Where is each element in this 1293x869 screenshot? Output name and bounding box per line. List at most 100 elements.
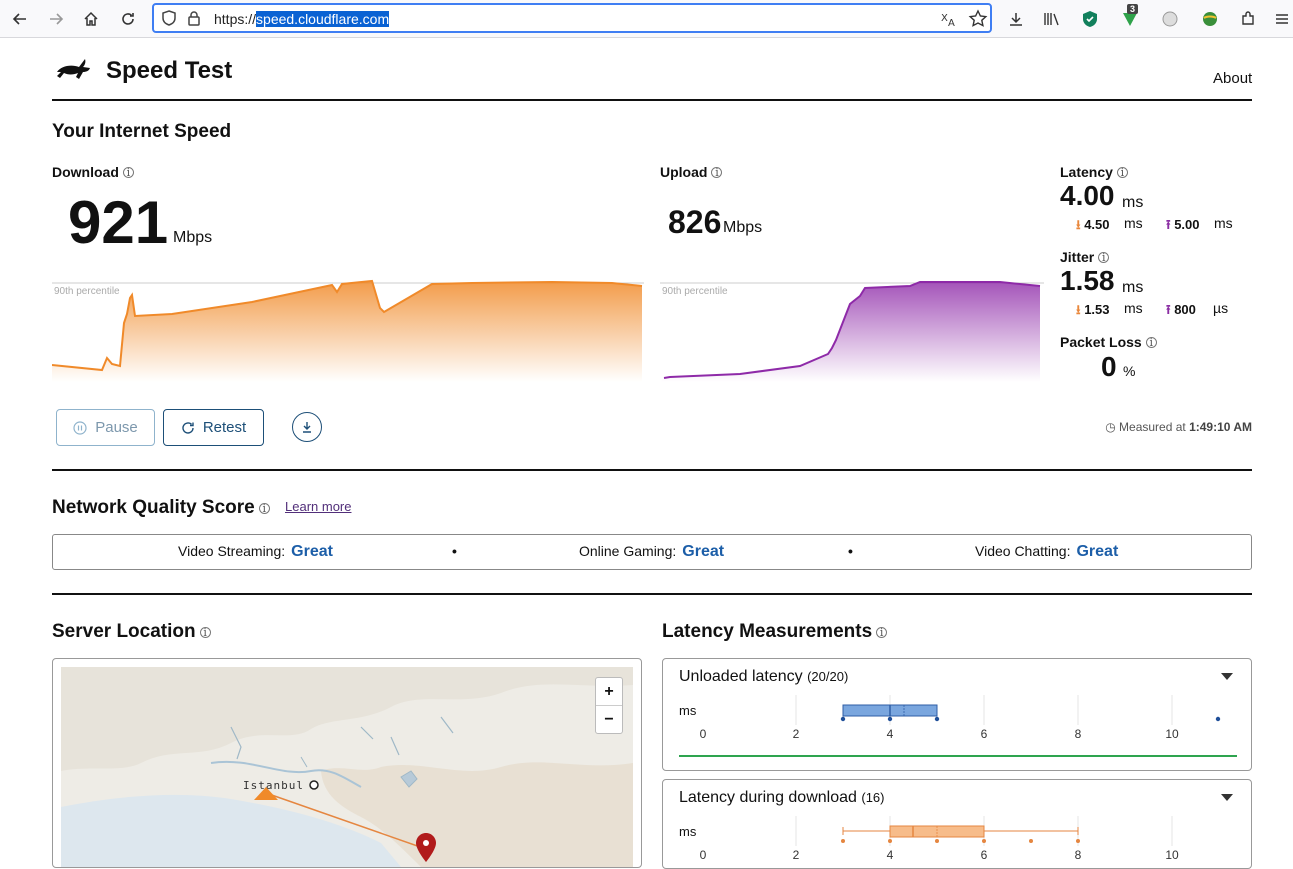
section-title-quality: Network Quality Score i — [52, 497, 270, 519]
retest-icon — [182, 421, 194, 434]
jitter-up: ⭱ 800 — [1166, 302, 1196, 317]
route-line — [265, 792, 427, 850]
clock-icon: ◷ — [1105, 420, 1116, 434]
shield-icon[interactable] — [160, 9, 178, 32]
tick-label: 0 — [700, 848, 707, 862]
jitter-up-unit: µs — [1213, 300, 1229, 316]
download-line — [52, 279, 643, 372]
measured-at: ◷ Measured at 1:49:10 AM — [1105, 420, 1252, 434]
map-zoom-controls: + − — [595, 677, 623, 734]
jitter-unit: ms — [1122, 279, 1144, 296]
download-latency-panel: Latency during download (16) ms 0 2 4 6 … — [662, 779, 1252, 869]
tick-label: 8 — [1075, 727, 1082, 741]
pause-label: Pause — [95, 419, 138, 436]
download-arrow-icon: ⭳ — [1076, 302, 1081, 317]
latency-up-unit: ms — [1214, 215, 1233, 231]
info-icon[interactable]: i — [711, 166, 723, 179]
zoom-out-button[interactable]: − — [604, 711, 614, 728]
learn-more-link[interactable]: Learn more — [285, 499, 352, 514]
info-icon[interactable]: i — [122, 166, 134, 179]
packet-loss-unit: % — [1123, 363, 1136, 379]
container-extension-icon[interactable] — [1158, 7, 1182, 31]
tick-label: 4 — [887, 727, 894, 741]
reload-icon[interactable] — [116, 7, 140, 31]
upload-line — [663, 281, 1041, 379]
zoom-in-button[interactable]: + — [596, 678, 622, 706]
tick-label: 4 — [887, 848, 894, 862]
extensions-puzzle-icon[interactable] — [1236, 7, 1260, 31]
site-title[interactable]: Speed Test — [106, 57, 233, 84]
quality-online-gaming: Online Gaming: Great — [579, 543, 725, 560]
shield-extension-icon[interactable] — [1078, 7, 1102, 31]
retest-label: Retest — [202, 419, 247, 436]
retest-button[interactable]: Retest — [163, 409, 264, 446]
panel-title[interactable]: Latency during download (16) — [679, 789, 885, 806]
unloaded-boxplot: 0 2 4 6 8 10 — [679, 695, 1237, 757]
download-value: 921 — [68, 189, 169, 256]
rabbit-logo-icon[interactable] — [54, 55, 94, 88]
latency-label: Latency i — [1060, 164, 1128, 180]
city-label: Istanbul — [243, 779, 304, 792]
tick-label: 6 — [981, 727, 988, 741]
map-graphic: Istanbul — [61, 667, 633, 867]
globe-extension-icon[interactable] — [1198, 7, 1222, 31]
bookmark-star-icon[interactable] — [968, 9, 988, 34]
latency-up: ⭱ 5.00 — [1166, 217, 1200, 232]
quality-video-streaming: Video Streaming: Great — [178, 543, 333, 560]
divider — [52, 593, 1252, 595]
forward-icon[interactable] — [44, 7, 68, 31]
url-text[interactable]: https://speed.cloudflare.com — [214, 11, 390, 27]
tick-label: 6 — [981, 848, 988, 862]
info-icon[interactable]: i — [199, 626, 211, 639]
tick-label: 0 — [700, 727, 707, 741]
menu-icon[interactable] — [1270, 7, 1293, 31]
upload-unit: Mbps — [723, 219, 763, 236]
info-icon[interactable]: i — [258, 502, 270, 515]
panel-title[interactable]: Unloaded latency (20/20) — [679, 668, 849, 685]
percentile-label: 90th percentile — [662, 286, 728, 297]
vpn-extension-icon[interactable] — [1118, 7, 1142, 31]
map-canvas[interactable]: Istanbul — [61, 667, 633, 867]
download-area — [52, 281, 642, 382]
svg-text:X: X — [941, 13, 948, 24]
jitter-down-unit: ms — [1124, 300, 1143, 316]
download-label: Download i — [52, 164, 134, 180]
user-location-marker — [254, 787, 278, 800]
info-icon[interactable]: i — [1145, 336, 1157, 349]
jitter-value: 1.58 — [1060, 265, 1115, 296]
tick-label: 8 — [1075, 848, 1082, 862]
info-icon[interactable]: i — [1098, 251, 1110, 264]
latency-value: 4.00 — [1060, 180, 1115, 211]
server-map[interactable]: Istanbul — [52, 658, 642, 868]
quality-score-box: Video Streaming: Great • Online Gaming: Gr… — [52, 534, 1252, 570]
section-title-speed: Your Internet Speed — [52, 121, 232, 142]
pause-button[interactable]: Pause — [56, 409, 155, 446]
downloads-icon[interactable] — [1004, 7, 1028, 31]
tick-label: 2 — [793, 727, 800, 741]
about-link[interactable]: About — [1213, 70, 1253, 87]
lock-icon[interactable] — [187, 10, 201, 31]
tick-label: 10 — [1165, 727, 1179, 741]
download-boxplot: 0 2 4 6 8 10 — [700, 816, 1179, 862]
back-icon[interactable] — [8, 7, 32, 31]
caret-down-icon[interactable] — [1221, 794, 1233, 801]
info-icon[interactable]: i — [1116, 166, 1128, 179]
upload-arrow-icon: ⭱ — [1166, 302, 1171, 317]
upload-arrow-icon: ⭱ — [1166, 217, 1171, 232]
home-icon[interactable] — [79, 7, 103, 31]
download-chart: 90th percentile — [52, 279, 644, 382]
info-icon[interactable]: i — [876, 626, 888, 639]
download-results-button[interactable] — [292, 412, 322, 442]
packet-loss-value: 0 — [1101, 351, 1117, 382]
download-arrow-icon: ⭳ — [1076, 217, 1081, 232]
istanbul-marker — [309, 780, 319, 790]
unloaded-latency-panel: Unloaded latency (20/20) ms 0 2 4 6 8 10 — [662, 658, 1252, 771]
unit-label: ms — [679, 703, 697, 718]
section-title-server: Server Location i — [52, 621, 211, 643]
library-icon[interactable] — [1040, 7, 1064, 31]
caret-down-icon[interactable] — [1221, 673, 1233, 680]
latency-down-unit: ms — [1124, 215, 1143, 231]
